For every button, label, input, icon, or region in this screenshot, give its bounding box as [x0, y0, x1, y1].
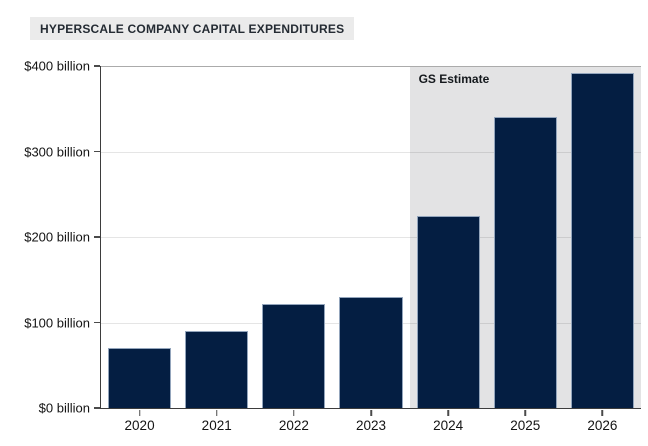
y-axis-tick — [93, 407, 100, 409]
x-axis-tick-label: 2022 — [278, 418, 309, 433]
y-axis-tick — [93, 65, 100, 67]
bar-2022 — [262, 303, 326, 408]
x-axis-tick — [215, 409, 218, 416]
bar-2021 — [185, 331, 249, 408]
gridline-400 — [101, 66, 641, 67]
y-axis-tick — [93, 150, 100, 153]
x-axis-tick — [138, 409, 141, 416]
x-axis-tick — [293, 409, 295, 416]
y-axis-tick-label: $200 billion — [24, 229, 90, 245]
bar-2023 — [339, 296, 403, 408]
plot-area: GS Estimate $0 billion $100 billion $200 b… — [24, 59, 641, 433]
bar-2025 — [493, 117, 557, 408]
y-axis-tick — [93, 236, 100, 238]
x-axis-tick — [370, 409, 372, 416]
y-axis-tick-label: $300 billion — [24, 144, 90, 159]
gridline-300 — [101, 151, 641, 153]
gridline-200 — [101, 237, 641, 238]
bar-2026 — [570, 72, 635, 408]
x-axis-tick-label: 2023 — [355, 418, 387, 433]
x-axis-tick-label: 2020 — [124, 418, 155, 433]
y-axis-tick — [93, 321, 100, 324]
y-axis-tick-label: $400 billion — [24, 58, 90, 74]
x-axis-tick-label: 2025 — [510, 418, 541, 433]
y-axis-tick-label: $100 billion — [24, 315, 90, 330]
x-axis-tick — [447, 409, 449, 416]
x-axis-tick — [524, 409, 527, 416]
bar-2024 — [416, 216, 480, 408]
x-axis-tick-label: 2026 — [587, 418, 618, 433]
y-axis-tick-label: $0 billion — [38, 400, 90, 416]
chart-title: HYPERSCALE COMPANY CAPITAL EXPENDITURES — [30, 17, 355, 40]
x-axis-tick-label: 2021 — [201, 418, 232, 433]
x-axis-tick-label: 2024 — [433, 418, 464, 433]
bar-2020 — [107, 348, 172, 408]
estimate-label: GS Estimate — [418, 72, 490, 86]
x-axis-tick — [601, 409, 604, 416]
